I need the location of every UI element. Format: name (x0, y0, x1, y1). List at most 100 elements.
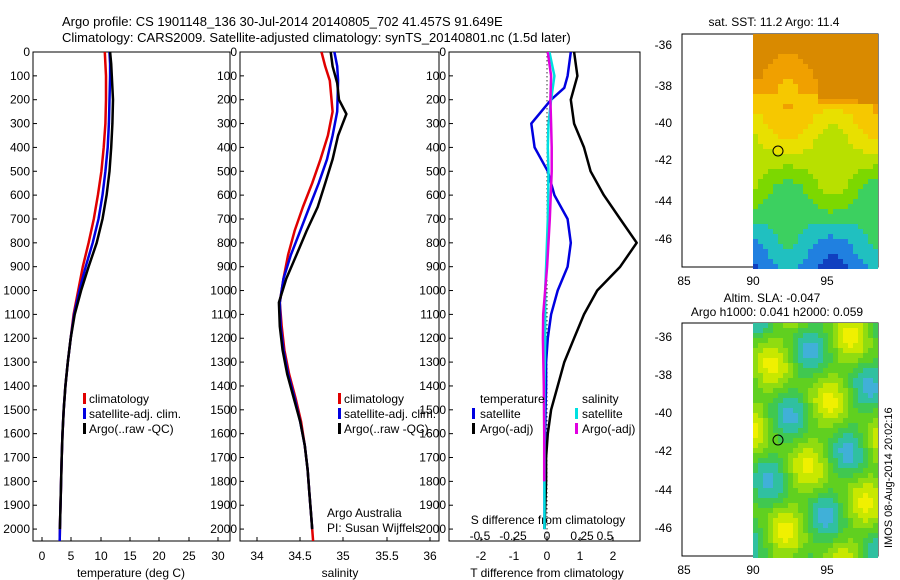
map-cell (813, 234, 818, 239)
map-cell (863, 408, 868, 413)
map-cell (833, 448, 838, 453)
map-cell (853, 194, 858, 199)
map-cell (788, 154, 793, 159)
map-cell (828, 149, 833, 154)
map-cell (753, 44, 758, 49)
map-cell (788, 144, 793, 149)
map-cell (803, 443, 808, 448)
map-cell (873, 433, 878, 438)
map-cell (758, 428, 763, 433)
map-cell (818, 94, 823, 99)
map-cell (863, 443, 868, 448)
map-cell (873, 189, 878, 194)
map-cell (848, 184, 853, 189)
map-cell (803, 149, 808, 154)
map-cell (758, 119, 763, 124)
map-cell (843, 398, 848, 403)
map-cell (793, 109, 798, 114)
map-cell (753, 99, 758, 104)
map-cell (848, 229, 853, 234)
map-cell (873, 378, 878, 383)
map-cell (873, 154, 878, 159)
legend-swatch (338, 393, 341, 404)
map-cell (798, 383, 803, 388)
map-cell (868, 244, 873, 249)
map-cell (853, 179, 858, 184)
legend-swatch (83, 393, 86, 404)
map-cell (798, 478, 803, 483)
map-cell (773, 428, 778, 433)
map-cell (818, 74, 823, 79)
map-cell (773, 493, 778, 498)
map-cell (798, 343, 803, 348)
map-cell (818, 59, 823, 64)
map-cell (778, 59, 783, 64)
x-tick: 34 (250, 549, 264, 563)
map-cell (868, 184, 873, 189)
map-cell (778, 79, 783, 84)
map-cell (758, 488, 763, 493)
map-cell (843, 114, 848, 119)
map-cell (803, 438, 808, 443)
map-cell (818, 548, 823, 553)
depth-tick: 200 (10, 93, 30, 107)
map-cell (763, 244, 768, 249)
map-cell (838, 498, 843, 503)
map-cell (808, 498, 813, 503)
map-cell (843, 388, 848, 393)
map-cell (788, 239, 793, 244)
map-cell (783, 333, 788, 338)
map-cell (783, 109, 788, 114)
depth-tick: 800 (10, 236, 30, 250)
map-cell (828, 408, 833, 413)
map-cell (803, 209, 808, 214)
map-cell (798, 373, 803, 378)
map-cell (783, 508, 788, 513)
map-cell (783, 44, 788, 49)
map-cell (798, 323, 803, 328)
map-cell (783, 483, 788, 488)
map-cell (848, 523, 853, 528)
map-cell (758, 59, 763, 64)
map-cell (803, 368, 808, 373)
map-cell (848, 74, 853, 79)
map-cell (848, 249, 853, 254)
map-cell (788, 473, 793, 478)
map-cell (838, 518, 843, 523)
map-cell (803, 69, 808, 74)
map-cell (813, 483, 818, 488)
map-cell (833, 244, 838, 249)
map-cell (753, 333, 758, 338)
map-cell (828, 34, 833, 39)
map-cell (808, 169, 813, 174)
map-cell (803, 169, 808, 174)
s-tick: 0.5 (597, 529, 614, 543)
map-cell (753, 254, 758, 259)
depth-tick: 0 (230, 45, 237, 59)
map-cell (818, 463, 823, 468)
map-cell (778, 398, 783, 403)
map-cell (758, 89, 763, 94)
map-cell (778, 323, 783, 328)
map-cell (858, 224, 863, 229)
map-cell (788, 39, 793, 44)
map-cell (848, 54, 853, 59)
map-cell (838, 234, 843, 239)
map-cell (768, 84, 773, 89)
map-cell (808, 134, 813, 139)
map-cell (843, 393, 848, 398)
map-cell (863, 488, 868, 493)
map-cell (793, 528, 798, 533)
map-cell (803, 264, 808, 269)
map-cell (788, 164, 793, 169)
sla-map (681, 322, 879, 558)
map-cell (858, 523, 863, 528)
map-cell (783, 343, 788, 348)
map-cell (793, 418, 798, 423)
map-cell (768, 94, 773, 99)
map-cell (828, 114, 833, 119)
map-cell (838, 478, 843, 483)
map-cell (793, 129, 798, 134)
map-cell (868, 528, 873, 533)
map-cell (818, 169, 823, 174)
